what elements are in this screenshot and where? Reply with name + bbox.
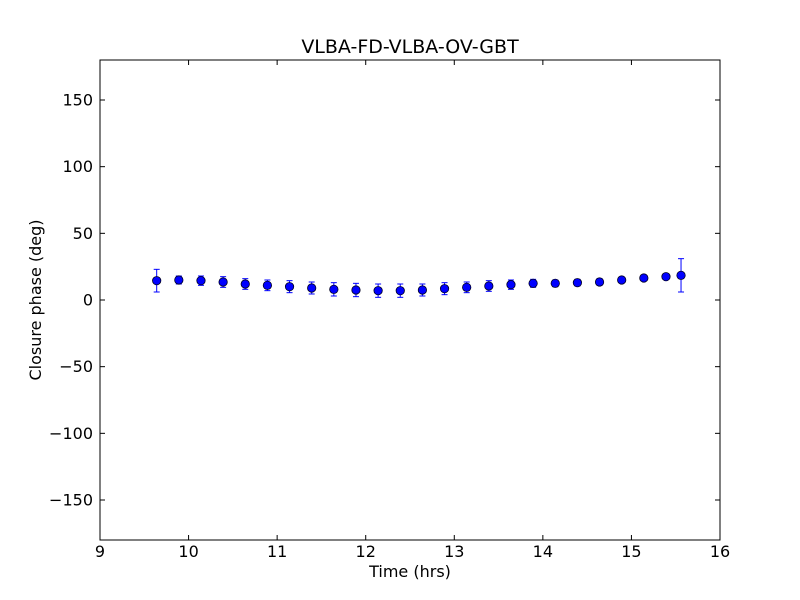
data-point xyxy=(439,284,450,294)
y-tick-label: 100 xyxy=(62,157,93,176)
data-point xyxy=(484,281,494,291)
x-tick-label: 16 xyxy=(710,542,730,561)
data-point xyxy=(594,277,605,287)
data-point xyxy=(373,286,383,296)
chart-title: VLBA-FD-VLBA-OV-GBT xyxy=(301,36,519,58)
y-axis-ticks: −150 −100 −50 0 50 100 150 xyxy=(49,91,720,510)
data-point xyxy=(351,285,361,295)
y-axis-label: Closure phase (deg) xyxy=(26,219,45,380)
data-point xyxy=(572,278,583,288)
x-tick-label: 13 xyxy=(444,542,464,561)
x-tick-label: 11 xyxy=(267,542,287,561)
x-tick-label: 10 xyxy=(178,542,198,561)
y-tick-label: 150 xyxy=(62,91,93,110)
data-point xyxy=(661,272,671,282)
data-point xyxy=(417,285,427,295)
data-point xyxy=(395,286,405,296)
data-point xyxy=(307,283,317,293)
x-tick-label: 12 xyxy=(356,542,376,561)
marker-layer xyxy=(152,270,686,296)
data-point xyxy=(284,282,295,292)
x-tick-label: 9 xyxy=(95,542,105,561)
data-point xyxy=(196,276,206,286)
y-tick-label: −150 xyxy=(49,491,93,510)
data-point xyxy=(462,282,472,292)
data-point xyxy=(240,279,250,289)
data-point xyxy=(639,273,649,283)
y-tick-label: 50 xyxy=(73,224,93,243)
data-point xyxy=(550,278,560,288)
y-tick-label: −50 xyxy=(59,357,93,376)
data-point xyxy=(174,275,184,285)
data-point xyxy=(528,278,538,288)
data-point xyxy=(617,275,627,285)
x-axis-label: Time (hrs) xyxy=(368,562,451,581)
x-tick-label: 14 xyxy=(533,542,553,561)
plot-area xyxy=(100,60,720,540)
data-point xyxy=(506,280,516,290)
data-point xyxy=(218,277,228,287)
data-point xyxy=(262,280,272,290)
data-point xyxy=(329,284,339,294)
data-point xyxy=(152,276,162,286)
y-tick-label: 0 xyxy=(83,291,93,310)
x-tick-label: 15 xyxy=(621,542,641,561)
x-axis-ticks: 9 10 11 12 13 14 15 16 xyxy=(95,60,730,561)
y-tick-label: −100 xyxy=(49,424,93,443)
data-point xyxy=(676,270,686,280)
